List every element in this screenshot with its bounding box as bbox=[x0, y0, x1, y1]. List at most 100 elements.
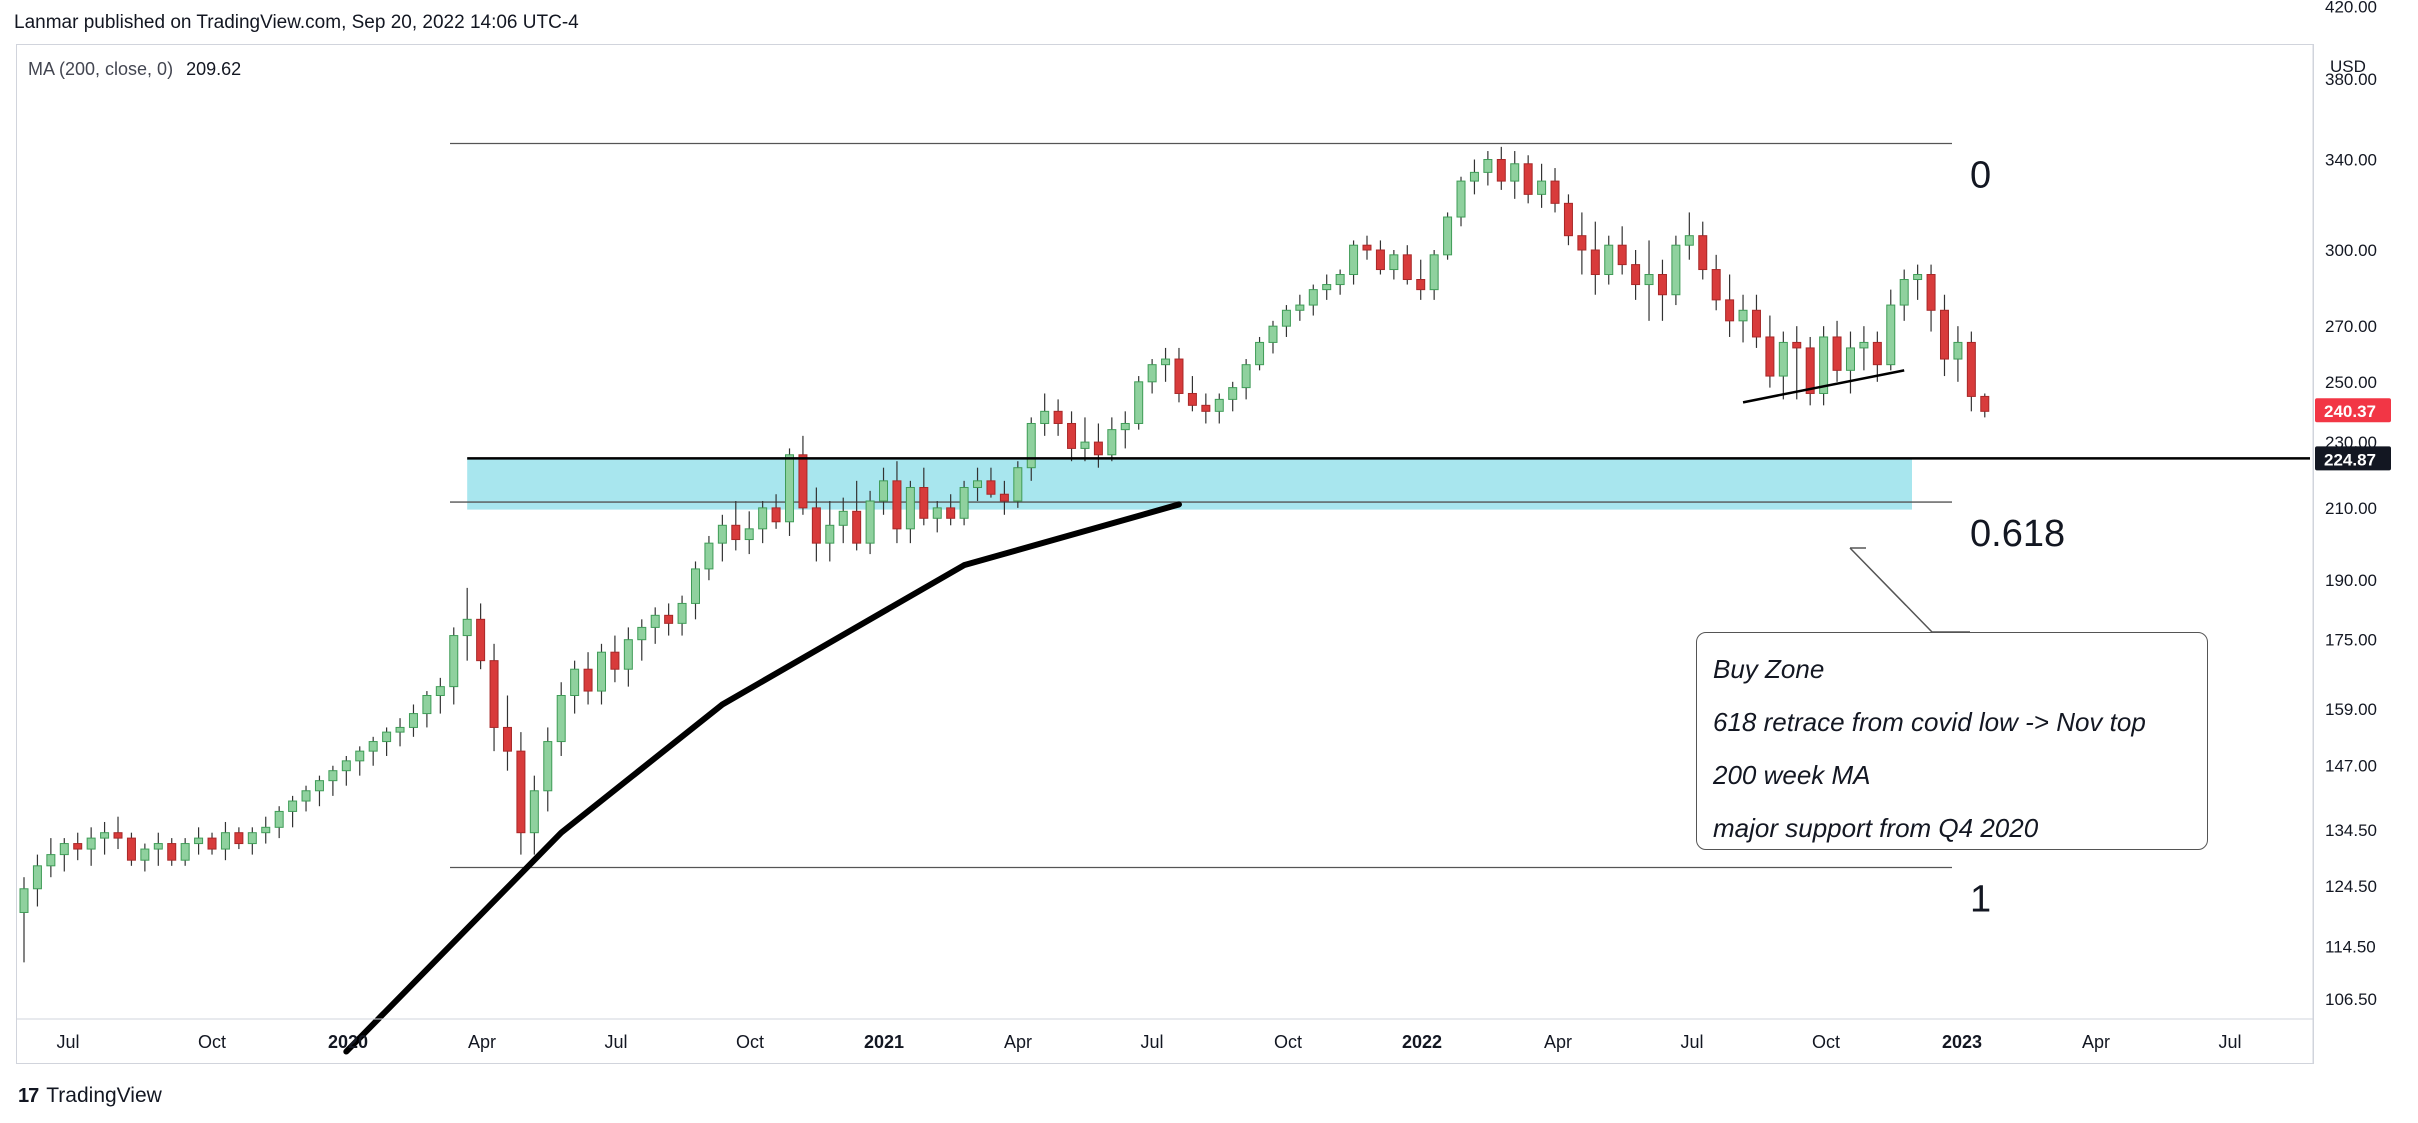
candle[interactable] bbox=[838, 497, 848, 544]
candle[interactable] bbox=[1443, 212, 1453, 260]
candle[interactable] bbox=[489, 643, 499, 752]
candle[interactable] bbox=[1147, 359, 1157, 394]
candle[interactable] bbox=[1362, 235, 1372, 260]
candle[interactable] bbox=[1241, 359, 1251, 400]
candle[interactable] bbox=[1859, 326, 1869, 371]
candle[interactable] bbox=[852, 480, 862, 551]
candle[interactable] bbox=[1872, 331, 1882, 382]
candle[interactable] bbox=[1819, 326, 1829, 406]
candle[interactable] bbox=[610, 635, 620, 683]
candle[interactable] bbox=[704, 535, 714, 581]
candle[interactable] bbox=[1295, 294, 1305, 321]
candle[interactable] bbox=[449, 627, 459, 705]
buy-zone-callout[interactable]: Buy Zone 618 retrace from covid low -> N… bbox=[1696, 632, 2208, 850]
candle[interactable] bbox=[1604, 235, 1614, 285]
candle[interactable] bbox=[932, 501, 942, 533]
candle[interactable] bbox=[811, 487, 821, 562]
candle[interactable] bbox=[1026, 417, 1036, 481]
candle[interactable] bbox=[1550, 168, 1560, 213]
candle[interactable] bbox=[1201, 393, 1211, 424]
candle[interactable] bbox=[113, 816, 123, 850]
candle[interactable] bbox=[1308, 284, 1318, 316]
candle[interactable] bbox=[1792, 326, 1802, 400]
candle[interactable] bbox=[1389, 250, 1399, 280]
candle[interactable] bbox=[220, 821, 230, 861]
candle[interactable] bbox=[422, 691, 432, 728]
candle[interactable] bbox=[167, 838, 177, 866]
candle[interactable] bbox=[1577, 212, 1587, 275]
candle[interactable] bbox=[1738, 294, 1748, 343]
candle[interactable] bbox=[274, 806, 284, 839]
candle[interactable] bbox=[46, 838, 56, 878]
candle[interactable] bbox=[1725, 274, 1735, 337]
candle[interactable] bbox=[395, 718, 405, 747]
candle[interactable] bbox=[1671, 235, 1681, 306]
candle[interactable] bbox=[717, 514, 727, 562]
candle[interactable] bbox=[825, 501, 835, 562]
candle[interactable] bbox=[1268, 320, 1278, 354]
candle[interactable] bbox=[905, 480, 915, 544]
candle[interactable] bbox=[1349, 240, 1359, 285]
ma-200-line[interactable] bbox=[343, 501, 1182, 1055]
candle[interactable] bbox=[1416, 259, 1426, 300]
candle[interactable] bbox=[785, 448, 795, 536]
line-price-badge[interactable] bbox=[2315, 446, 2391, 471]
candle[interactable] bbox=[1322, 274, 1332, 300]
candle[interactable] bbox=[1053, 399, 1063, 436]
candle[interactable] bbox=[1765, 315, 1775, 388]
candle[interactable] bbox=[1644, 240, 1654, 321]
candle[interactable] bbox=[1013, 461, 1023, 508]
candle[interactable] bbox=[623, 627, 633, 687]
candle[interactable] bbox=[180, 838, 190, 866]
candle[interactable] bbox=[1120, 411, 1130, 449]
candle[interactable] bbox=[1657, 259, 1667, 321]
candle[interactable] bbox=[1187, 376, 1197, 412]
candle[interactable] bbox=[462, 587, 472, 661]
candle[interactable] bbox=[570, 660, 580, 714]
candle[interactable] bbox=[100, 821, 110, 855]
candle[interactable] bbox=[1469, 159, 1479, 195]
candle[interactable] bbox=[1429, 250, 1439, 300]
candle[interactable] bbox=[677, 595, 687, 636]
candle[interactable] bbox=[1456, 176, 1466, 227]
candle[interactable] bbox=[382, 727, 392, 756]
candle[interactable] bbox=[1255, 336, 1265, 371]
candle[interactable] bbox=[1161, 347, 1171, 382]
tradingview-footer[interactable]: 17 TradingView bbox=[18, 1084, 162, 1108]
candle[interactable] bbox=[328, 765, 338, 796]
candle[interactable] bbox=[637, 619, 647, 661]
candle[interactable] bbox=[140, 843, 150, 872]
candle[interactable] bbox=[1402, 245, 1412, 285]
candle[interactable] bbox=[1375, 240, 1385, 275]
candle[interactable] bbox=[1496, 146, 1506, 190]
candle[interactable] bbox=[959, 480, 969, 526]
candle[interactable] bbox=[1174, 347, 1184, 403]
candle[interactable] bbox=[194, 827, 204, 855]
candle[interactable] bbox=[32, 854, 42, 907]
candle[interactable] bbox=[865, 490, 875, 555]
trend-line[interactable] bbox=[1742, 369, 1905, 404]
indicator-legend[interactable]: MA (200, close, 0) 209.62 bbox=[28, 59, 241, 80]
candle[interactable] bbox=[207, 832, 217, 855]
candle[interactable] bbox=[368, 736, 378, 766]
candle[interactable] bbox=[1523, 155, 1533, 204]
candle[interactable] bbox=[691, 561, 700, 620]
candle[interactable] bbox=[1886, 289, 1896, 371]
candle[interactable] bbox=[1093, 423, 1103, 468]
candle[interactable] bbox=[435, 677, 445, 714]
candle[interactable] bbox=[247, 827, 257, 855]
candle[interactable] bbox=[1913, 264, 1923, 300]
candle[interactable] bbox=[301, 785, 311, 812]
last-price-badge[interactable] bbox=[2315, 398, 2391, 423]
candle[interactable] bbox=[596, 643, 606, 705]
candle[interactable] bbox=[1617, 226, 1627, 275]
candle[interactable] bbox=[476, 603, 486, 670]
candle[interactable] bbox=[1080, 417, 1090, 462]
candle[interactable] bbox=[288, 795, 298, 828]
candle[interactable] bbox=[126, 832, 136, 866]
candle[interactable] bbox=[1832, 320, 1842, 382]
candle[interactable] bbox=[798, 435, 808, 515]
candle[interactable] bbox=[1684, 212, 1694, 260]
candle[interactable] bbox=[744, 511, 754, 555]
